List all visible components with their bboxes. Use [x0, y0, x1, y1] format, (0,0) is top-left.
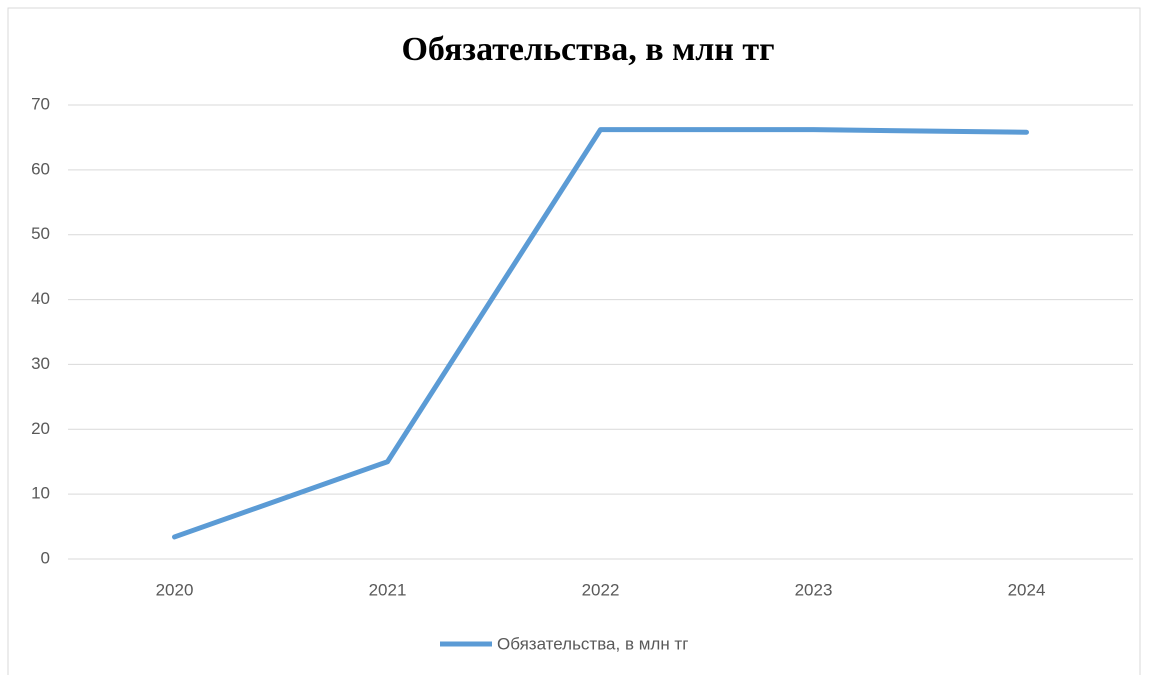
y-tick-label: 60 [31, 159, 50, 178]
y-tick-label: 40 [31, 289, 50, 308]
legend-label: Обязательства, в млн тг [497, 634, 688, 653]
y-tick-label: 10 [31, 484, 50, 503]
chart-frame [7, 7, 1141, 675]
y-tick-label: 20 [31, 419, 50, 438]
chart-title: Обязательства, в млн тг [401, 31, 774, 68]
y-tick-label: 0 [41, 548, 50, 567]
x-tick-label: 2024 [1008, 580, 1046, 599]
y-tick-label: 50 [31, 224, 50, 243]
y-tick-label: 70 [31, 94, 50, 113]
y-tick-label: 30 [31, 354, 50, 373]
x-tick-label: 2021 [369, 580, 407, 599]
x-tick-label: 2020 [156, 580, 194, 599]
x-tick-label: 2023 [795, 580, 833, 599]
data-line [172, 127, 1029, 540]
x-tick-label: 2022 [582, 580, 620, 599]
